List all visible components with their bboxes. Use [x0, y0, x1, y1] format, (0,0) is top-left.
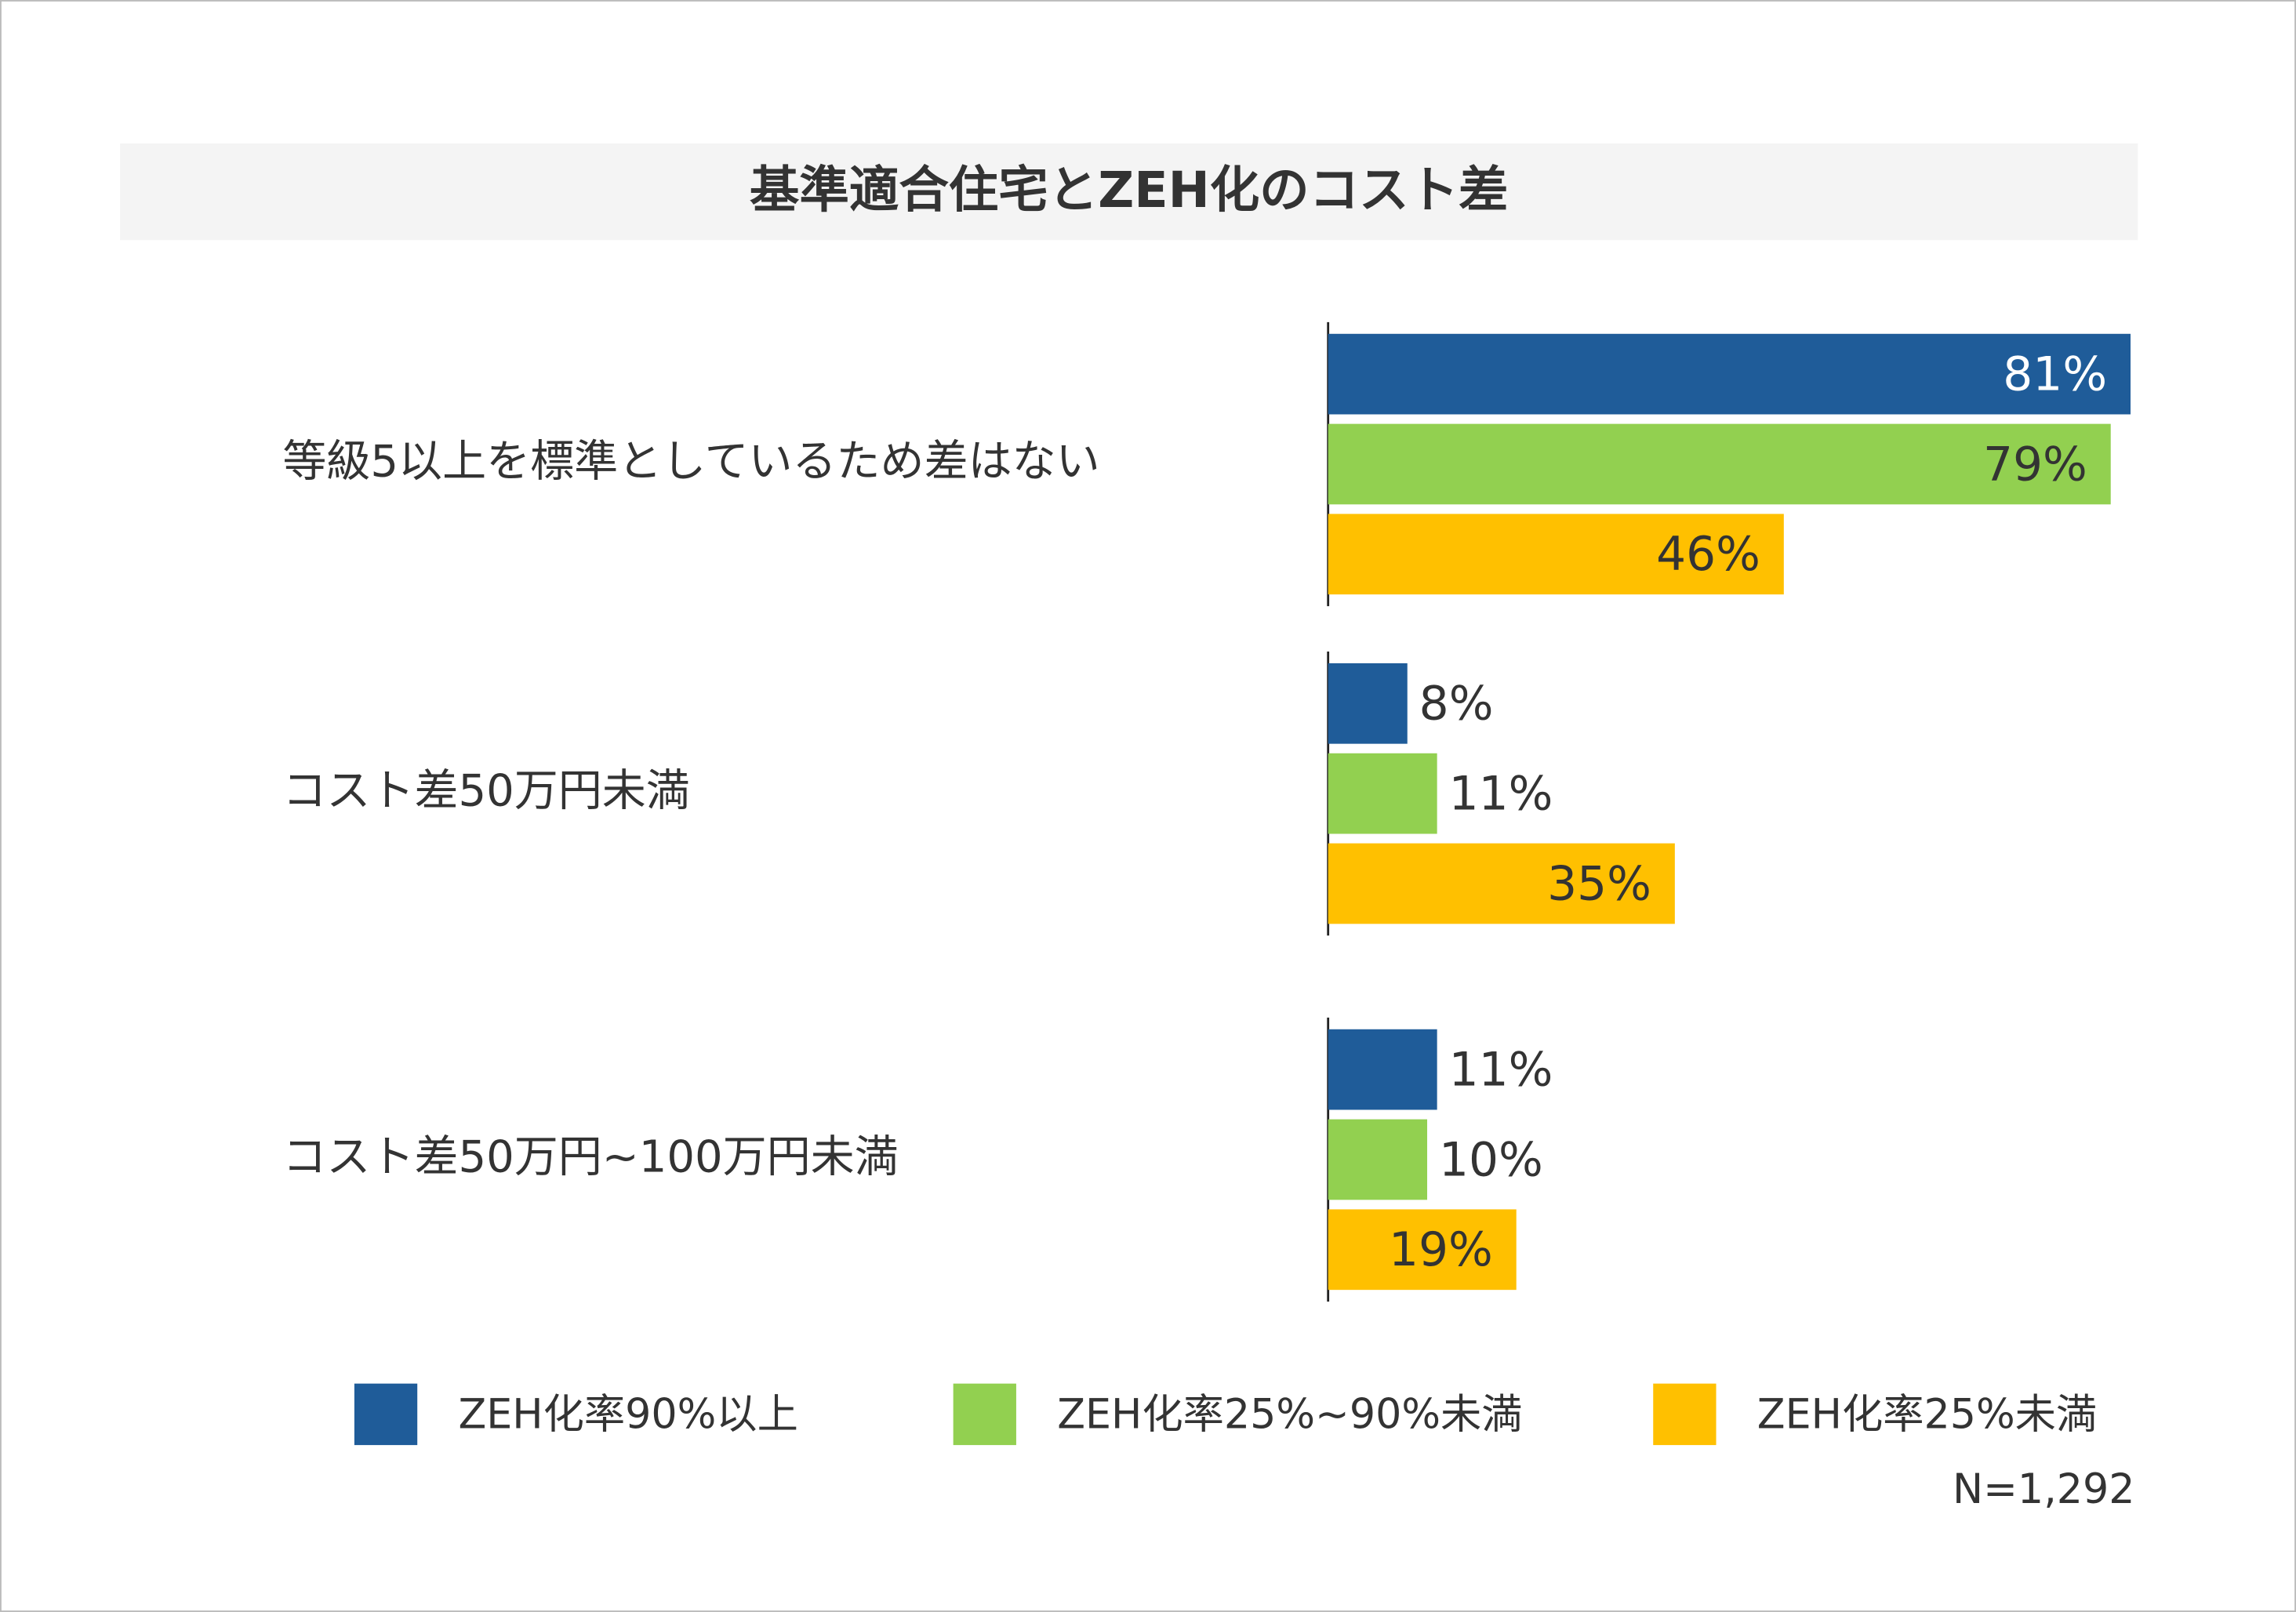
chart-title: 基準適合住宅とZEH化のコスト差: [750, 161, 1509, 219]
category-label: コスト差50万円未満: [282, 766, 689, 817]
bar: [1328, 753, 1437, 834]
legend-label: ZEH化率25%~90%未満: [1057, 1391, 1522, 1439]
title-band: [120, 143, 2138, 241]
value-label: 81%: [2003, 347, 2107, 401]
category-label: 等級5以上を標準としているため差はない: [282, 437, 1099, 488]
legend-swatch: [354, 1383, 418, 1446]
value-label: 35%: [1547, 857, 1651, 911]
bar: [1328, 514, 1784, 595]
legend-swatch: [953, 1383, 1016, 1446]
bar: [1328, 1119, 1428, 1200]
value-label: 19%: [1389, 1223, 1493, 1277]
value-label: 8%: [1419, 677, 1494, 732]
bar: [1328, 1209, 1517, 1291]
value-label: 11%: [1449, 767, 1553, 821]
bar: [1328, 1029, 1437, 1110]
note: N=1,292: [1953, 1465, 2135, 1513]
value-label: 79%: [1983, 437, 2087, 492]
bar: [1328, 423, 2111, 505]
bar: [1328, 333, 2131, 415]
legend-label: ZEH化率90%以上: [458, 1391, 797, 1439]
category-label: コスト差50万円~100万円未満: [282, 1132, 898, 1183]
bar: [1328, 843, 1675, 924]
value-label: 11%: [1449, 1043, 1553, 1097]
value-label: 46%: [1656, 528, 1760, 582]
bar: [1328, 663, 1408, 744]
legend-swatch: [1653, 1383, 1717, 1446]
value-label: 10%: [1439, 1133, 1543, 1187]
legend-label: ZEH化率25%未満: [1757, 1391, 2097, 1439]
